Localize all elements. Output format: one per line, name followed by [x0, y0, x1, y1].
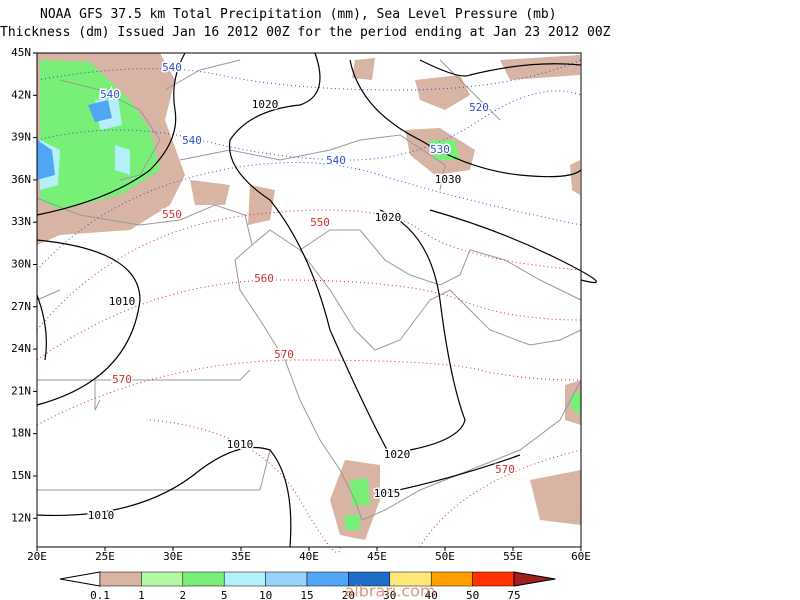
- pressure-label: 1020: [252, 98, 279, 111]
- map: 540 540 540 540 520 530 550 550 560 570 570 570 1020…: [36, 52, 597, 553]
- thickness-label: 550: [162, 208, 182, 221]
- thickness-label: 520: [469, 101, 489, 114]
- pressure-label: 1010: [88, 509, 115, 522]
- lon-label: 50E: [435, 550, 455, 563]
- thickness-label: 540: [326, 154, 346, 167]
- colorbar-label: 10: [259, 589, 272, 600]
- thickness-label: 540: [100, 88, 120, 101]
- colorbar-swatch: [223, 571, 266, 587]
- colorbar-label: 1: [138, 589, 145, 600]
- colorbar-swatch: [430, 571, 473, 587]
- lon-label: 45E: [367, 550, 387, 563]
- lat-label: 42N: [11, 88, 31, 101]
- thickness-label: 540: [162, 61, 182, 74]
- colorbar-label: 50: [466, 589, 479, 600]
- thickness-label: 560: [254, 272, 274, 285]
- lat-label: 24N: [11, 342, 31, 355]
- thickness-label: 570: [112, 373, 132, 386]
- lat-label: 12N: [11, 511, 31, 524]
- colorbar-end: [513, 571, 556, 587]
- colorbar-swatch: [306, 571, 349, 587]
- lat-label: 36N: [11, 173, 31, 186]
- colorbar-label: 5: [221, 589, 228, 600]
- watermark: albrari.com: [344, 582, 435, 600]
- title-line-2: Thickness (dm) Issued Jan 16 2012 00Z fo…: [0, 25, 611, 40]
- thickness-label: 550: [310, 216, 330, 229]
- lon-label: 25E: [95, 550, 115, 563]
- lat-label: 27N: [11, 300, 31, 313]
- pressure-label: 1030: [435, 173, 462, 186]
- thickness-contours: [36, 59, 582, 553]
- thickness-label: 570: [274, 348, 294, 361]
- colorbar-label: 30: [383, 589, 396, 600]
- thickness-label: 530: [430, 143, 450, 156]
- isobars: [36, 52, 597, 548]
- pressure-label: 1020: [375, 211, 402, 224]
- colorbar-swatch: [141, 571, 184, 587]
- lat-label: 30N: [11, 258, 31, 271]
- colorbar-swatch: [265, 571, 308, 587]
- colorbar-swatch: [472, 571, 515, 587]
- colorbar-label: 20: [342, 589, 355, 600]
- lon-label: 55E: [503, 550, 523, 563]
- thickness-label: 540: [182, 134, 202, 147]
- pressure-label: 1020: [384, 448, 411, 461]
- colorbar-label: 2: [179, 589, 186, 600]
- lon-label: 20E: [27, 550, 47, 563]
- lon-label: 35E: [231, 550, 251, 563]
- lon-label: 40E: [299, 550, 319, 563]
- lat-label: 21N: [11, 384, 31, 397]
- lat-label: 39N: [11, 131, 31, 144]
- lat-label: 18N: [11, 427, 31, 440]
- lon-label: 30E: [163, 550, 183, 563]
- colorbar-start: [59, 571, 101, 587]
- lat-label: 45N: [11, 46, 31, 59]
- colorbar-swatch: [99, 571, 142, 587]
- colorbar-label: 15: [300, 589, 313, 600]
- colorbar-swatch: [182, 571, 225, 587]
- thickness-label: 570: [495, 463, 515, 476]
- lat-label: 15N: [11, 469, 31, 482]
- title-line-1: NOAA GFS 37.5 km Total Precipitation (mm…: [40, 7, 557, 22]
- lat-label: 33N: [11, 215, 31, 228]
- colorbar-label: 75: [507, 589, 520, 600]
- pressure-label: 1010: [227, 438, 254, 451]
- colorbar-label: 0.1: [90, 589, 110, 600]
- pressure-label: 1010: [109, 295, 136, 308]
- pressure-label: 1015: [374, 487, 401, 500]
- lon-label: 60E: [571, 550, 591, 563]
- colorbar-label: 40: [425, 589, 438, 600]
- precipitation: [37, 53, 581, 540]
